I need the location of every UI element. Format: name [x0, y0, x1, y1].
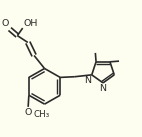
Text: O: O [24, 108, 32, 117]
Text: N: N [84, 76, 91, 85]
Text: N: N [99, 84, 106, 93]
Text: OH: OH [23, 18, 38, 28]
Text: O: O [1, 19, 9, 28]
Text: CH₃: CH₃ [33, 110, 49, 119]
